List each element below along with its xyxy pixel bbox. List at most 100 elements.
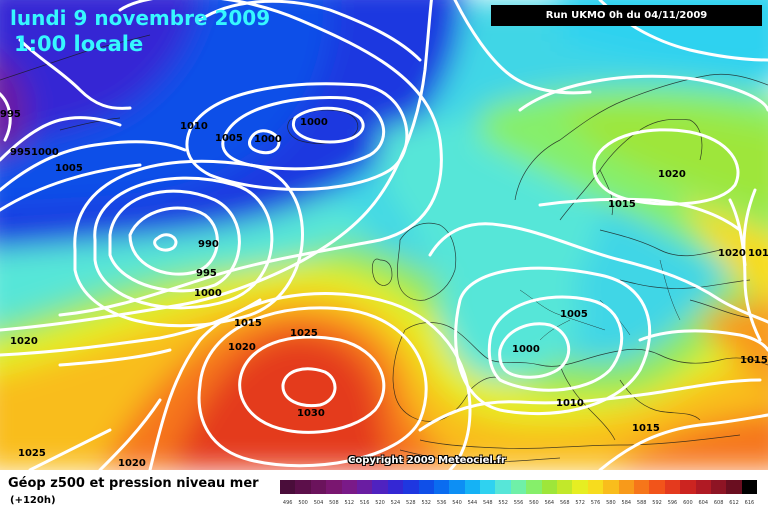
chart-caption: Géop z500 et pression niveau mer [8, 476, 259, 491]
legend-swatch [541, 480, 558, 494]
legend-label: 584 [621, 500, 632, 506]
isobar-label: 1015 [234, 318, 262, 329]
legend-label: 608 [713, 500, 724, 506]
legend-swatch [587, 480, 604, 494]
legend-swatch [695, 480, 711, 494]
isobar-label: 1000 [31, 147, 59, 158]
copyright-notice: Copyright 2009 Meteociel.fr [348, 455, 506, 466]
legend-swatch [603, 480, 619, 494]
legend-swatch [572, 480, 588, 494]
color-scale-labels: 496 500 504 508 512 516 520 524 528 532 536 540 544 5… [280, 500, 757, 506]
legend-swatch [341, 480, 357, 494]
legend-label: 616 [744, 500, 755, 506]
isobar-label: 1025 [290, 328, 318, 339]
legend-label: 568 [559, 500, 570, 506]
isobar-label: 990 [198, 239, 219, 250]
legend-swatch [649, 480, 665, 494]
legend-label: 532 [421, 500, 431, 506]
legend-swatch [680, 480, 696, 494]
legend-label: 560 [529, 500, 539, 506]
forecast-range: (+120h) [10, 495, 56, 506]
forecast-time: 1:00 locale [14, 32, 144, 56]
legend-swatch [710, 480, 727, 494]
isobar-label: 1000 [254, 134, 282, 145]
legend-label: 588 [636, 500, 647, 506]
legend-swatch [726, 480, 742, 494]
legend-swatch [464, 480, 481, 494]
legend-swatch [295, 480, 311, 494]
legend-label: 516 [359, 500, 370, 506]
legend-swatch [387, 480, 404, 494]
legend-swatch [310, 480, 327, 494]
legend-swatch [741, 480, 758, 494]
isobar-label: 1030 [297, 408, 325, 419]
isobar-label: 1020 [718, 248, 746, 259]
legend-label: 576 [590, 500, 601, 506]
legend-label: 596 [667, 500, 678, 506]
legend-label: 572 [575, 500, 585, 506]
legend-label: 500 [298, 500, 308, 506]
legend-label: 604 [698, 500, 709, 506]
isobar-label: 1000 [512, 344, 540, 355]
legend-label: 524 [390, 500, 401, 506]
isobar-label: 995 [10, 147, 31, 158]
isobar-label: 1020 [10, 336, 38, 347]
legend-swatch [326, 480, 342, 494]
isobar-labels: 995 995 1000 1005 1010 1005 1000 1000 99… [0, 109, 768, 469]
isobar-label: 1015 [748, 248, 768, 259]
legend-label: 548 [483, 500, 493, 506]
isobar-label: 1015 [608, 199, 636, 210]
model-run-label: Run UKMO 0h du 04/11/2009 [491, 5, 762, 26]
legend-label: 528 [406, 500, 416, 506]
legend-swatch [495, 480, 511, 494]
legend-label: 556 [513, 500, 524, 506]
isobar-label: 1000 [194, 288, 222, 299]
legend-label: 520 [375, 500, 385, 506]
legend-label: 544 [467, 500, 478, 506]
isobar-label: 1015 [632, 423, 660, 434]
legend-label: 580 [606, 500, 616, 506]
forecast-date: lundi 9 novembre 2009 [10, 6, 271, 30]
legend-swatch [664, 480, 681, 494]
legend-swatch [372, 480, 388, 494]
legend-label: 564 [544, 500, 555, 506]
legend-label: 600 [683, 500, 693, 506]
legend-swatch [433, 480, 450, 494]
isobar-label: 995 [0, 109, 21, 120]
legend-swatch [510, 480, 527, 494]
isobar-label: 1005 [55, 163, 83, 174]
geopotential-field [0, 0, 768, 470]
legend-swatch [418, 480, 434, 494]
isobar-label: 1005 [560, 309, 588, 320]
isobars [0, 0, 768, 470]
color-scale [280, 480, 758, 494]
legend-swatch [480, 480, 496, 494]
legend-swatch [403, 480, 419, 494]
legend-swatch [526, 480, 542, 494]
isobar-label: 1010 [180, 121, 208, 132]
legend-label: 552 [498, 500, 508, 506]
legend-label: 592 [652, 500, 662, 506]
legend-bar: Géop z500 et pression niveau mer (+120h)… [0, 470, 768, 512]
isobar-label: 1020 [658, 169, 686, 180]
isobar-label: 1020 [228, 342, 256, 353]
legend-label: 540 [452, 500, 462, 506]
legend-swatch [280, 480, 296, 494]
legend-swatch [633, 480, 650, 494]
isobar-label: 1010 [556, 398, 584, 409]
isobar-label: 995 [196, 268, 217, 279]
isobar-label: 1020 [118, 458, 146, 469]
legend-swatch [449, 480, 465, 494]
isobar-label: 1015 [740, 355, 768, 366]
isobar-label: 1005 [215, 133, 243, 144]
weather-map: 995 995 1000 1005 1010 1005 1000 1000 99… [0, 0, 768, 470]
legend-swatch [618, 480, 634, 494]
isobar-label: 1000 [300, 117, 328, 128]
legend-label: 496 [282, 500, 293, 506]
legend-swatch [356, 480, 373, 494]
legend-label: 508 [329, 500, 339, 506]
legend-label: 512 [344, 500, 355, 506]
legend-swatch [557, 480, 573, 494]
legend-label: 612 [729, 500, 739, 506]
